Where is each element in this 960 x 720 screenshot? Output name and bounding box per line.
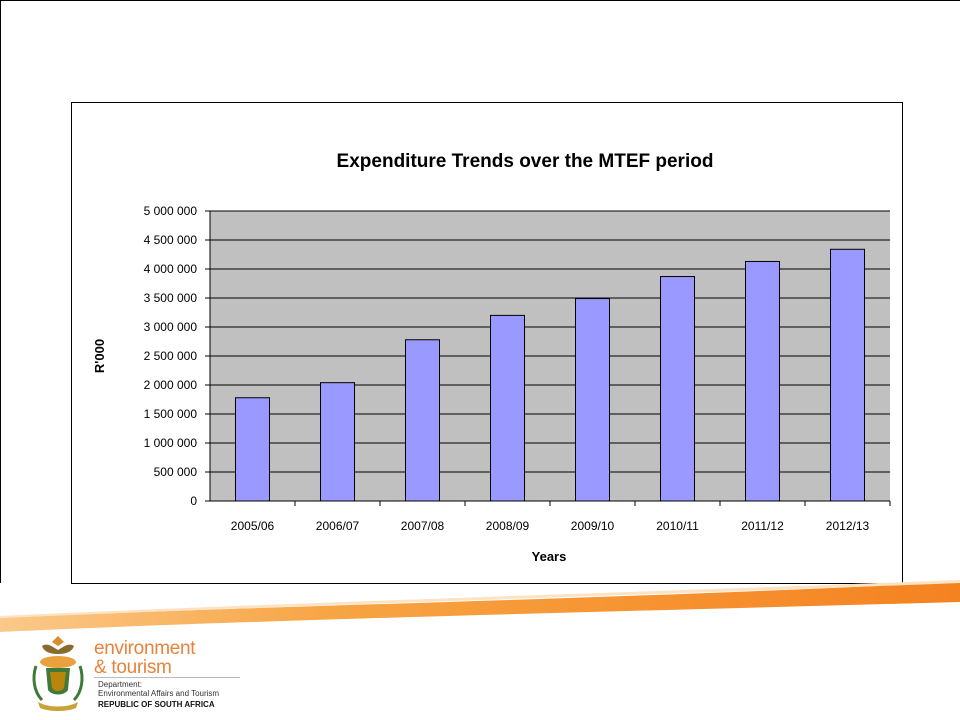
- y-tick-label: 2 000 000: [144, 378, 198, 392]
- bar-2009-10: [575, 298, 610, 502]
- x-tick-label: 2006/07: [316, 519, 360, 533]
- y-tick-label: 0: [190, 494, 197, 508]
- x-tick-label: 2010/11: [656, 519, 699, 533]
- y-tick-label: 4 000 000: [144, 262, 198, 276]
- x-axis-label: Years: [532, 549, 567, 564]
- chart-frame: Expenditure Trends over the MTEF period …: [71, 102, 903, 584]
- bar-2005-06: [235, 397, 270, 502]
- y-tick-label: 500 000: [154, 465, 198, 479]
- x-tick-label: 2008/09: [486, 519, 530, 533]
- bar-2006-07: [320, 382, 355, 502]
- x-tick-label: 2009/10: [571, 519, 615, 533]
- coat-of-arms-icon: [32, 636, 84, 711]
- y-tick-label: 5 000 000: [144, 204, 198, 218]
- x-axis-ticks: 2005/06 2006/07 2007/08 2008/09 2009/10 2010/…: [231, 501, 891, 533]
- footer-swoosh: [0, 582, 960, 632]
- bar-2007-08: [405, 339, 440, 502]
- x-tick-label: 2007/08: [401, 519, 445, 533]
- bars: [235, 248, 865, 502]
- bar-2008-09: [490, 314, 525, 502]
- bar-2010-11: [660, 276, 695, 502]
- footer-stripe: [0, 580, 960, 632]
- y-tick-label: 1 500 000: [144, 407, 198, 421]
- x-tick-label: 2005/06: [231, 519, 275, 533]
- x-tick-label: 2011/12: [741, 519, 784, 533]
- x-tick-label: 2012/13: [826, 519, 870, 533]
- country-name: REPUBLIC OF SOUTH AFRICA: [98, 700, 215, 709]
- logo-wordmark-line1: environment: [94, 638, 196, 659]
- slide-left-border: [0, 0, 1, 583]
- y-axis-label: R'000: [92, 339, 107, 373]
- bar-2012-13: [830, 248, 865, 502]
- footer-swoosh-thin: [0, 580, 960, 618]
- y-tick-label: 2 500 000: [144, 349, 198, 363]
- bar-chart: Expenditure Trends over the MTEF period …: [92, 151, 891, 564]
- y-axis-ticks: 0 500 000 1 000 000 1 500 000 2 000 000 2 500…: [144, 204, 210, 508]
- department-logo: environment & tourism Department: Enviro…: [28, 632, 240, 712]
- slide-top-border: [0, 0, 960, 1]
- y-tick-label: 4 500 000: [144, 233, 198, 247]
- department-label: Department:: [98, 680, 143, 689]
- chart-title: Expenditure Trends over the MTEF period: [337, 151, 714, 172]
- y-tick-label: 3 500 000: [144, 291, 198, 305]
- logo-wordmark-line2: & tourism: [94, 657, 172, 678]
- logo-divider: [94, 677, 240, 678]
- bar-2011-12: [745, 260, 780, 502]
- y-tick-label: 1 000 000: [144, 436, 198, 450]
- department-name: Department: Environmental Affairs and To…: [98, 680, 219, 698]
- department-title: Environmental Affairs and Tourism: [98, 689, 220, 698]
- y-tick-label: 3 000 000: [144, 320, 198, 334]
